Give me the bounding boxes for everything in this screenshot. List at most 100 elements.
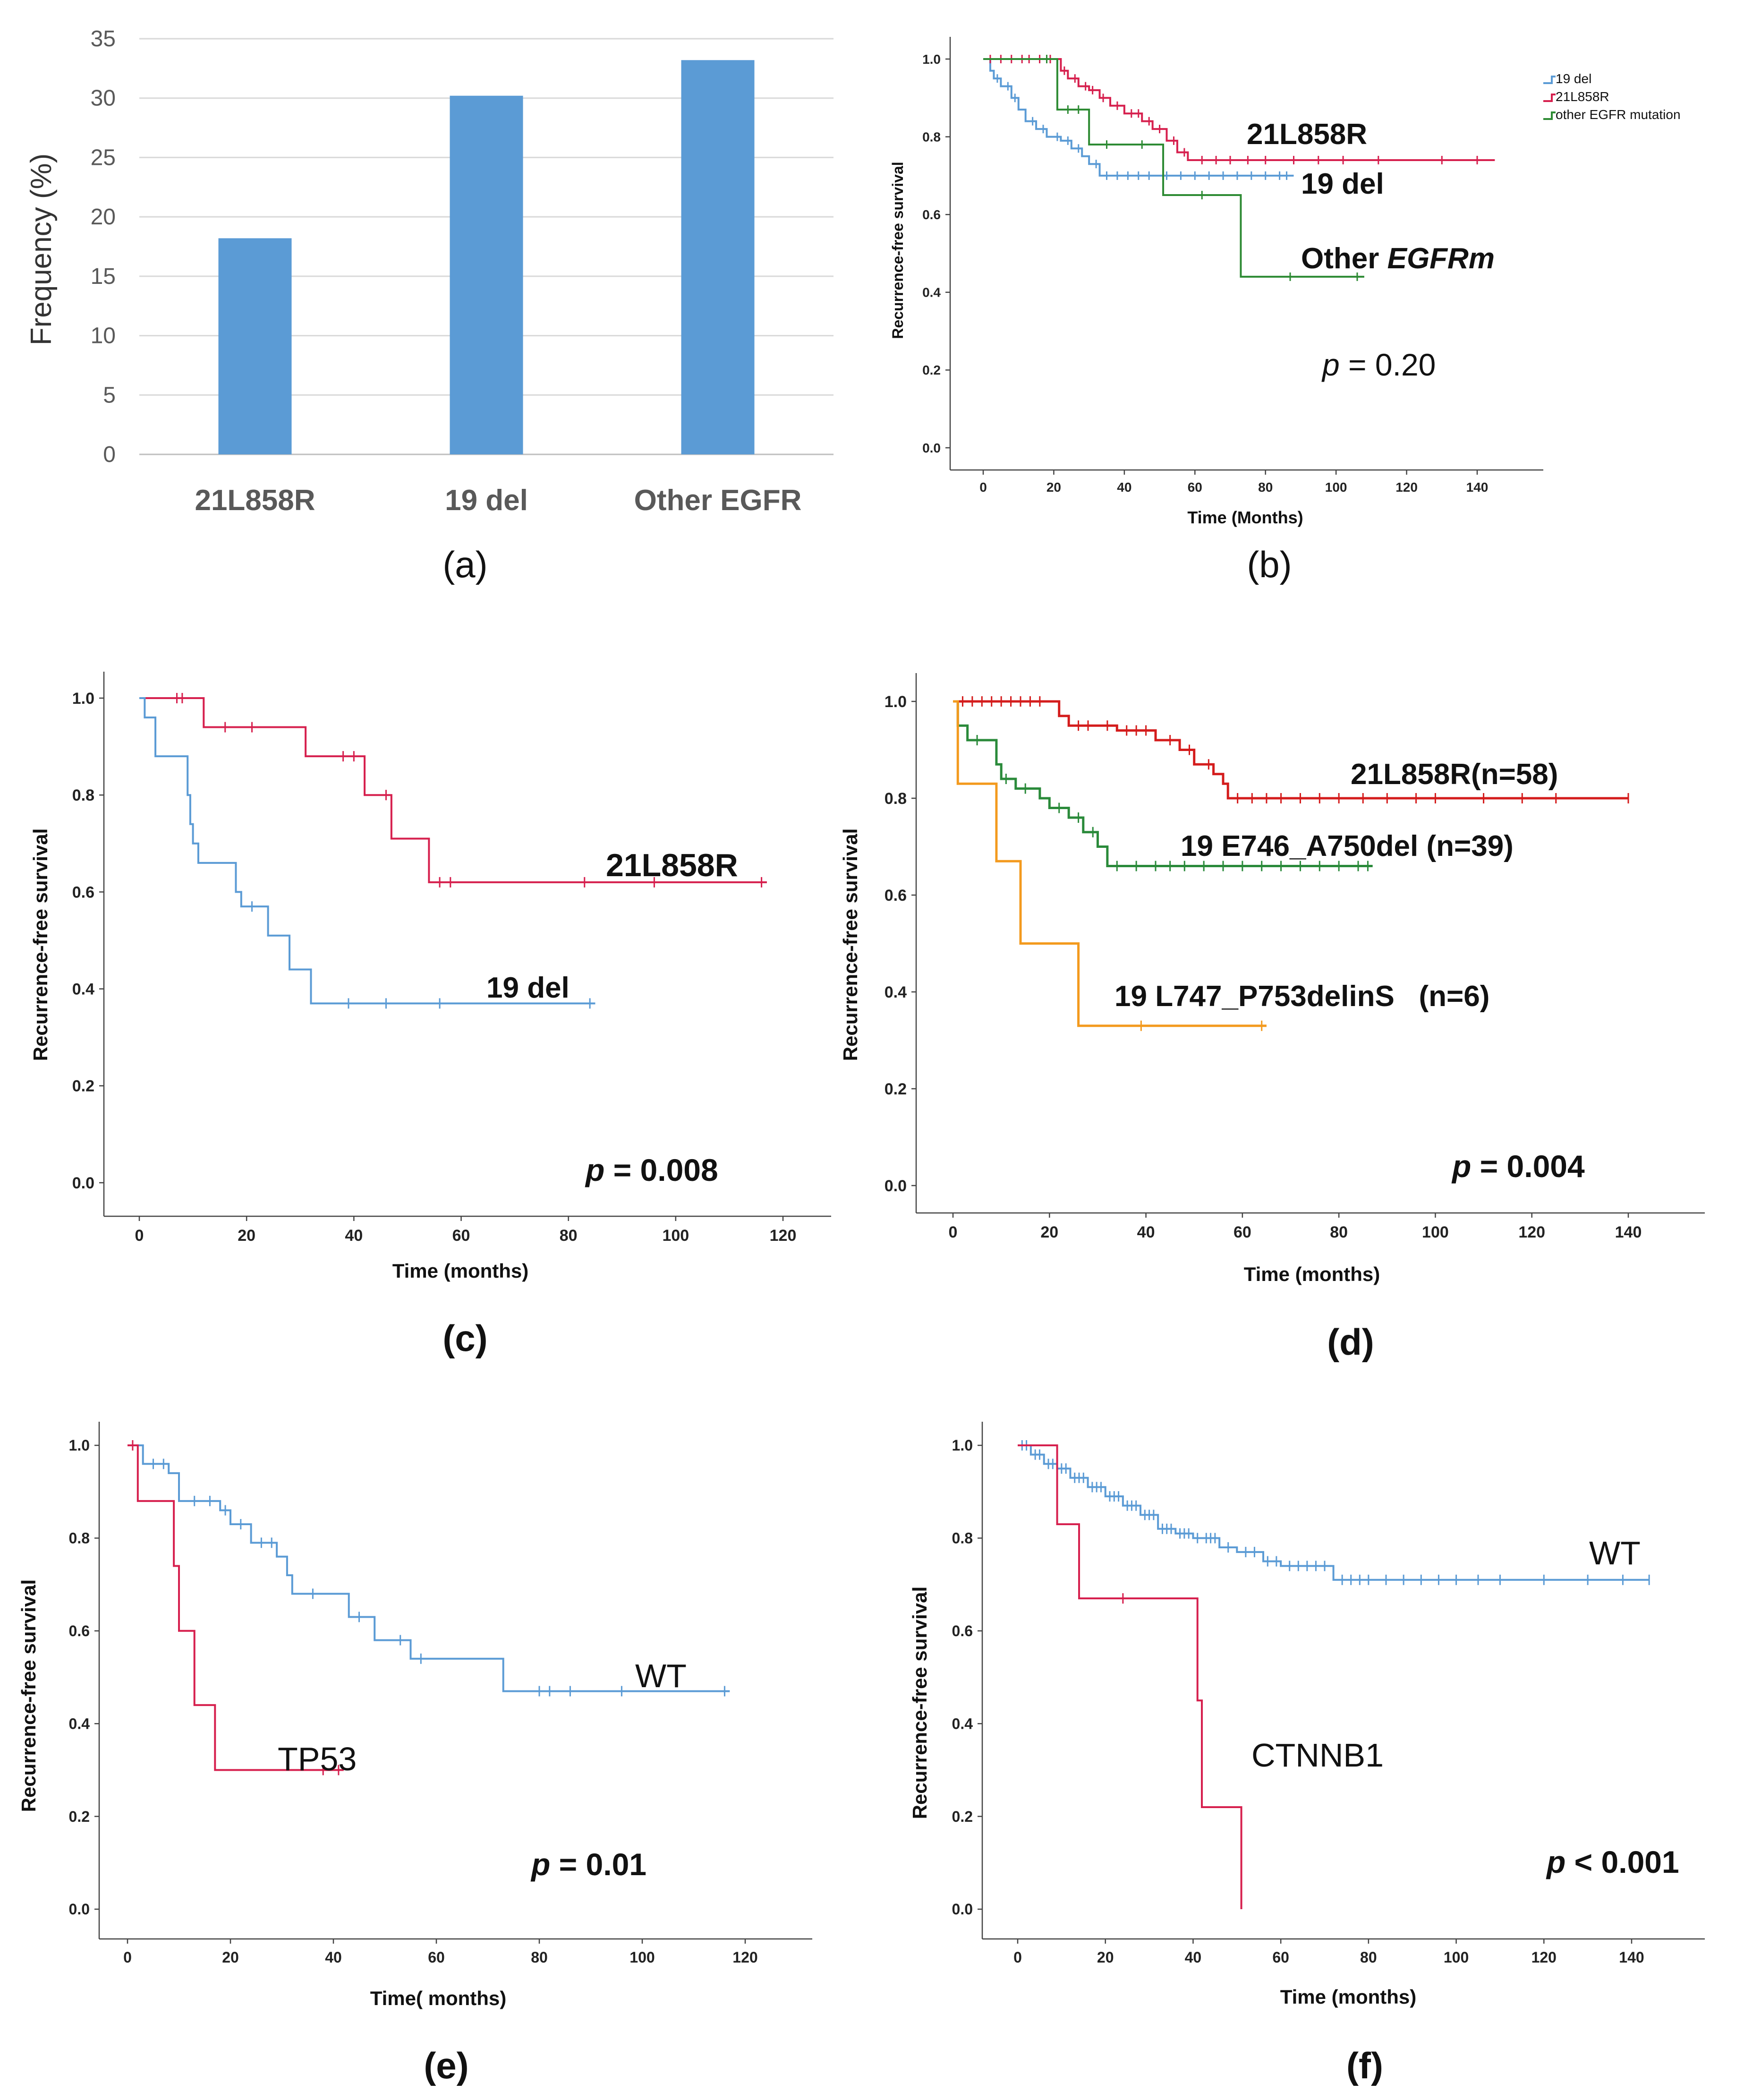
f-annotation-CTNNB1: CTNNB1 [1251, 1737, 1384, 1774]
d-p-text: = 0.004 [1471, 1149, 1585, 1184]
c-y-tick-label: 0.2 [72, 1077, 94, 1095]
a-y-tick-label: 20 [91, 205, 116, 230]
f-curve-1 [1018, 1444, 1242, 1909]
c-y-tick-label: 1.0 [72, 690, 94, 708]
e-annotation-WT: WT [635, 1657, 687, 1694]
c-x-tick-label: 40 [345, 1227, 363, 1245]
f-x-tick-label: 80 [1360, 1949, 1377, 1966]
c-x-tick-label: 80 [560, 1227, 578, 1245]
e-curve-1 [128, 1444, 344, 1771]
b-y-tick-label: 0.8 [922, 129, 941, 144]
a-y-tick-label: 0 [103, 442, 116, 467]
b-p-letter: p [1321, 347, 1340, 382]
b-survival-curves [983, 55, 1495, 281]
d-y-tick-label: 0.6 [885, 887, 907, 905]
f-x-tick-label: 0 [1013, 1949, 1022, 1966]
b-panel-label: (b) [1247, 544, 1292, 585]
a-panel-label: (a) [442, 544, 487, 585]
b-legend-other: other EGFR mutation [1556, 107, 1681, 122]
c-curve-1 [139, 697, 596, 1005]
panel-e-km-plot: 0 20 40 60 80 100 120 0.0 0.2 0.4 0.6 0.8 1.0 Time( … [17, 1422, 812, 2086]
a-category-label: Other EGFR [634, 484, 802, 517]
e-y-tick-label: 1.0 [69, 1437, 90, 1454]
b-x-tick-label: 80 [1258, 480, 1273, 495]
b-y-tick-label: 0.2 [922, 363, 941, 377]
e-y-tick-label: 0.0 [69, 1901, 90, 1918]
e-p-text: = 0.01 [550, 1847, 647, 1882]
b-annotation-other: Other EGFRm [1301, 242, 1495, 275]
b-x-tick-label: 20 [1046, 480, 1061, 495]
e-x-tick-label: 100 [630, 1949, 655, 1966]
b-y-axis-label: Recurrence-free survival [889, 162, 906, 339]
a-bars [218, 60, 755, 454]
d-p-value: p = 0.004 [1451, 1149, 1585, 1184]
f-x-tick-label: 140 [1619, 1949, 1644, 1966]
f-y-axis-label: Recurrence-free survival [909, 1587, 931, 1819]
d-x-axis-label: Time (months) [1244, 1263, 1380, 1285]
e-x-axis-label: Time( months) [370, 1987, 507, 2009]
d-curve-1 [953, 700, 1373, 867]
e-y-tick-label: 0.4 [69, 1715, 90, 1732]
d-curve-2 [953, 700, 1267, 1027]
d-y-tick-label: 0.8 [885, 790, 907, 808]
d-curve-0 [953, 700, 1628, 800]
panel-a-bar-chart: 0 5 10 15 20 25 30 35 21L858R 19 del Other EGFR F… [25, 26, 834, 585]
f-x-axis-label: Time (months) [1280, 1986, 1417, 2008]
e-x-tick-label: 120 [732, 1949, 757, 1966]
f-p-text: < 0.001 [1565, 1844, 1679, 1879]
e-x-tick-label: 20 [222, 1949, 239, 1966]
c-x-axis-label: Time (months) [392, 1260, 529, 1282]
c-y-axis-label: Recurrence-free survival [29, 828, 51, 1061]
d-y-tick-label: 0.2 [885, 1080, 907, 1098]
c-panel-label: (c) [442, 1317, 487, 1359]
e-annotation-TP53: TP53 [278, 1741, 357, 1777]
d-x-tick-label: 20 [1040, 1223, 1058, 1241]
a-bar [218, 238, 292, 454]
e-x-tick-label: 80 [531, 1949, 548, 1966]
c-y-tick-label: 0.4 [72, 981, 94, 999]
d-annotation-L747: 19 L747_P753delinS (n=6) [1114, 980, 1489, 1013]
f-x-tick-label: 100 [1444, 1949, 1469, 1966]
panel-d-km-plot: 0 20 40 60 80 100 120 140 0.0 0.2 0.4 0.6 0.8 1.0 Tim… [839, 673, 1705, 1363]
d-annotation-E746: 19 E746_A750del (n=39) [1181, 830, 1514, 862]
f-x-tick-label: 20 [1097, 1949, 1114, 1966]
c-p-letter: p [585, 1152, 604, 1187]
f-y-tick-label: 0.8 [952, 1530, 973, 1547]
e-x-tick-label: 40 [325, 1949, 342, 1966]
a-category-labels: 21L858R 19 del Other EGFR [195, 484, 801, 517]
panel-b-km-plot: 0 20 40 60 80 100 120 140 0.0 0.2 0.4 0.6 0.8 1.0 Tim… [889, 37, 1681, 585]
f-axes: 0 20 40 60 80 100 120 140 0.0 0.2 0.4 0.6 0.8 1.0 [952, 1422, 1705, 1966]
f-y-tick-label: 0.2 [952, 1808, 973, 1825]
a-y-axis-label: Frequency (%) [25, 154, 58, 346]
d-x-tick-label: 0 [949, 1223, 958, 1241]
panel-c-km-plot: 0 20 40 60 80 100 120 0.0 0.2 0.4 0.6 0.8 1.0 Time (… [29, 672, 831, 1359]
d-axes: 0 20 40 60 80 100 120 140 0.0 0.2 0.4 0.6 0.8 1.0 [885, 673, 1705, 1241]
b-y-tick-label: 0.0 [922, 441, 941, 455]
b-y-tick-label: 1.0 [922, 52, 941, 67]
b-p-value: p = 0.20 [1321, 347, 1436, 382]
a-y-tick-label: 35 [91, 26, 116, 51]
a-category-label: 19 del [445, 484, 528, 517]
f-y-tick-label: 0.0 [952, 1901, 973, 1918]
c-x-tick-label: 100 [662, 1227, 689, 1245]
b-curve-2 [983, 58, 1364, 278]
c-curve-0 [139, 697, 767, 883]
b-legend-21L858R: 21L858R [1556, 89, 1609, 104]
a-y-tick-label: 25 [91, 145, 116, 170]
a-bar [450, 95, 523, 454]
a-y-tick-label: 10 [91, 324, 116, 349]
b-legend: 19 del 21L858R other EGFR mutation [1543, 71, 1681, 122]
c-x-tick-label: 120 [770, 1227, 797, 1245]
d-p-letter: p [1451, 1149, 1471, 1184]
c-x-tick-label: 20 [238, 1227, 255, 1245]
b-y-tick-label: 0.6 [922, 207, 941, 222]
b-x-tick-label: 60 [1188, 480, 1202, 495]
c-y-tick-label: 0.0 [72, 1174, 94, 1192]
d-x-tick-label: 140 [1615, 1223, 1642, 1241]
b-y-tick-label: 0.4 [922, 285, 941, 300]
b-x-tick-label: 40 [1117, 480, 1131, 495]
f-curve-0 [1018, 1444, 1650, 1581]
e-y-axis-label: Recurrence-free survival [17, 1579, 40, 1812]
b-x-axis-label: Time (Months) [1187, 508, 1303, 527]
f-panel-label: (f) [1346, 2045, 1383, 2086]
